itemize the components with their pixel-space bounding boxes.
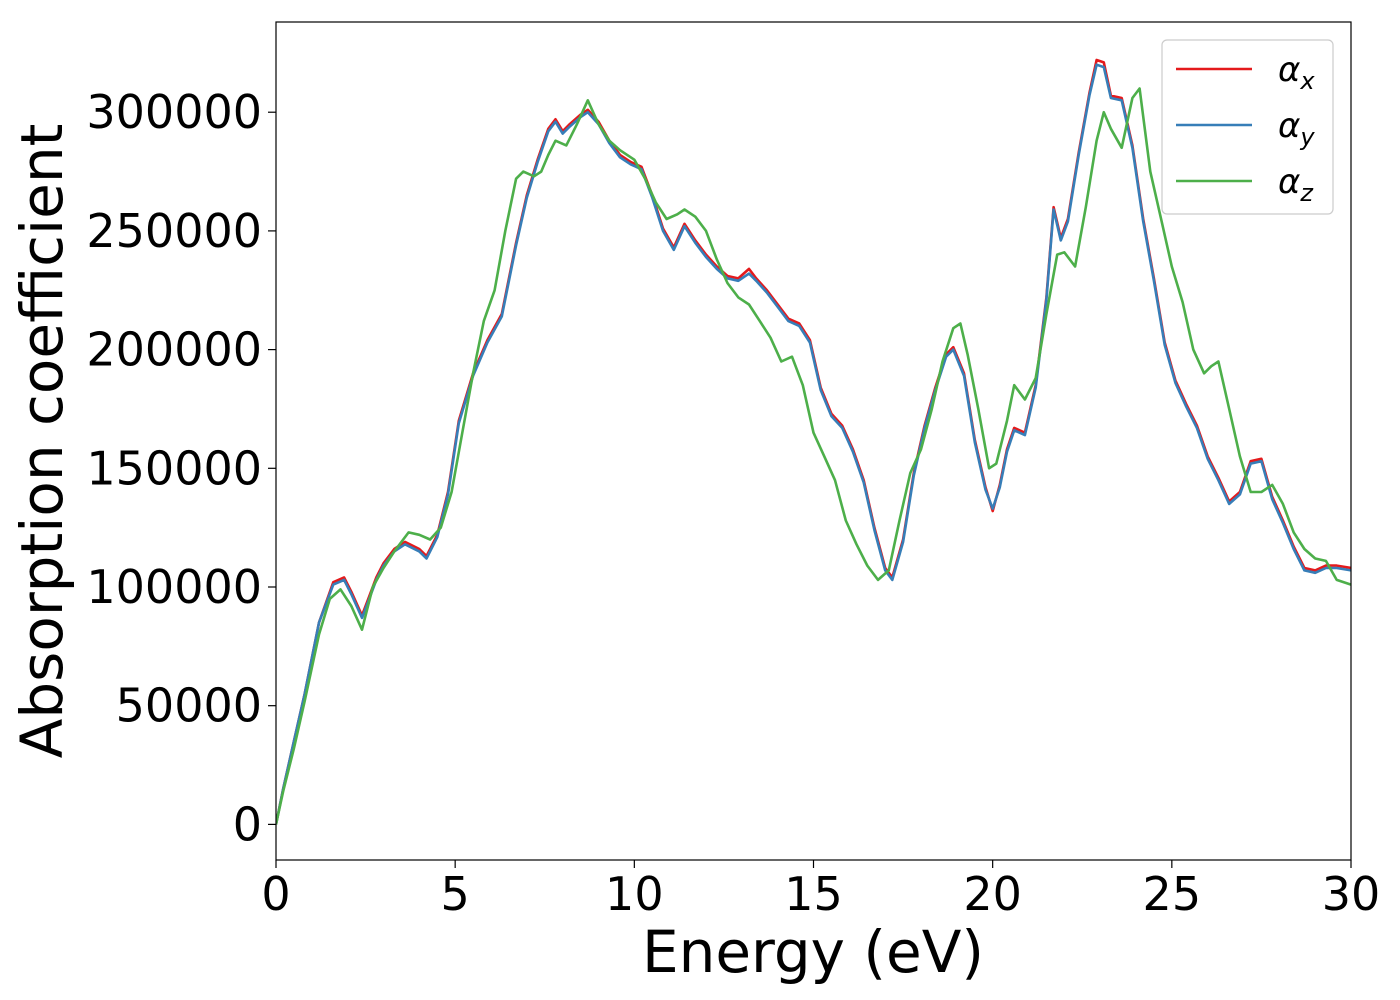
y-tick-label: 50000	[116, 679, 262, 733]
y-tick-label: 200000	[86, 323, 262, 377]
y-tick-label: 0	[233, 797, 262, 851]
y-tick-label: 100000	[86, 560, 262, 614]
legend-label-z: αz	[1278, 162, 1314, 207]
series-line-y	[276, 63, 1351, 825]
y-axis-title: Absorption coefficient	[8, 124, 76, 759]
y-axis: 0 50000 100000 150000 200000 250000 300000	[86, 85, 276, 851]
x-tick-label: 30	[1322, 867, 1381, 921]
legend-label-y: αy	[1278, 106, 1315, 151]
y-tick-label: 300000	[86, 85, 262, 139]
x-tick-label: 25	[1143, 867, 1202, 921]
x-tick-label: 5	[441, 867, 470, 921]
y-tick-label: 250000	[86, 204, 262, 258]
series-lines	[276, 58, 1351, 825]
legend-label-x: αx	[1278, 50, 1315, 95]
legend-box	[1161, 39, 1334, 215]
x-tick-label: 0	[261, 867, 290, 921]
x-tick-label: 15	[784, 867, 843, 921]
y-tick-label: 150000	[86, 441, 262, 495]
x-axis: 0 5 10 15 20 25 30	[261, 860, 1380, 921]
x-tick-label: 10	[605, 867, 664, 921]
legend: αx αy αz	[1161, 39, 1334, 215]
x-axis-title: Energy (eV)	[642, 918, 984, 986]
x-tick-label: 20	[963, 867, 1022, 921]
series-line-z	[276, 87, 1351, 825]
